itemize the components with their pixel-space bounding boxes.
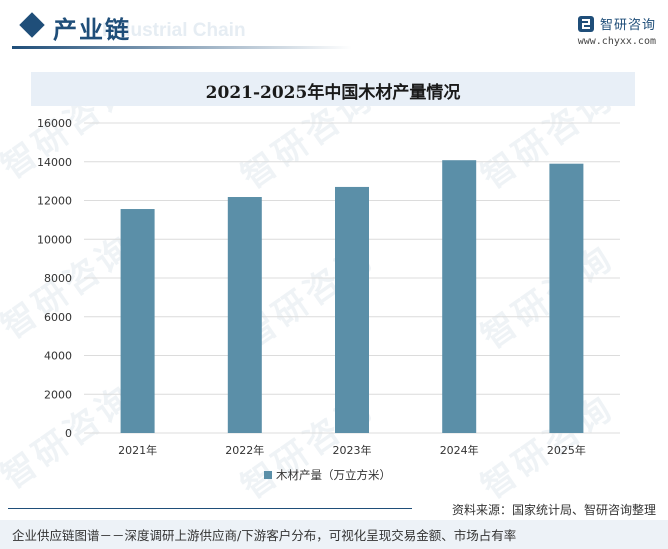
footer: 企业供应链图谱－－深度调研上游供应商/下游客户分布，可视化呈现交易金额、市场占有… bbox=[0, 520, 668, 549]
y-tick-label: 12000 bbox=[37, 195, 72, 208]
legend-label: 木材产量（万立方米） bbox=[276, 468, 391, 482]
x-tick-label: 2024年 bbox=[440, 443, 479, 457]
y-tick-label: 14000 bbox=[37, 156, 72, 169]
chart-title-band: 2021-2025年中国木材产量情况 bbox=[31, 72, 635, 106]
section-title: 产业链 bbox=[53, 16, 131, 44]
y-tick-label: 8000 bbox=[44, 272, 72, 285]
y-tick-label: 6000 bbox=[44, 311, 72, 324]
x-tick-label: 2021年 bbox=[118, 443, 157, 457]
chart-title: 2021-2025年中国木材产量情况 bbox=[205, 83, 461, 103]
y-tick-label: 4000 bbox=[44, 350, 72, 363]
x-axis-ticks: 2021年 2022年 2023年 2024年 2025年 bbox=[118, 443, 586, 457]
header-watermark: Industrial Chain bbox=[102, 20, 246, 41]
y-tick-label: 2000 bbox=[44, 388, 72, 401]
bar bbox=[227, 197, 262, 433]
brand-name: 智研咨询 bbox=[599, 18, 656, 33]
y-axis-ticks: 0 2000 4000 6000 8000 10000 12000 14000 16000 bbox=[37, 117, 72, 440]
brand-url: www.chyxx.com bbox=[577, 36, 656, 47]
source-note: 资料来源：国家统计局、智研咨询整理 bbox=[451, 503, 656, 517]
bar bbox=[120, 209, 155, 433]
y-tick-label: 10000 bbox=[37, 233, 72, 246]
legend-swatch bbox=[264, 471, 272, 479]
bar bbox=[549, 163, 584, 433]
x-tick-label: 2022年 bbox=[225, 443, 264, 457]
bar bbox=[442, 160, 477, 433]
legend: 木材产量（万立方米） bbox=[264, 468, 391, 482]
brand: 智研咨询 www.chyxx.com bbox=[577, 14, 656, 47]
source-divider bbox=[8, 508, 412, 509]
bars bbox=[120, 160, 584, 433]
y-tick-label: 16000 bbox=[37, 117, 72, 130]
header-divider bbox=[12, 46, 352, 49]
footer-tagline: 企业供应链图谱－－深度调研上游供应商/下游客户分布，可视化呈现交易金额、市场占有… bbox=[12, 528, 517, 543]
y-tick-label: 0 bbox=[65, 427, 72, 440]
brand-logo-icon bbox=[577, 15, 594, 32]
header: Industrial Chain 产业链 智研咨询 www.chyxx.com bbox=[0, 0, 668, 62]
x-tick-label: 2023年 bbox=[333, 443, 372, 457]
x-tick-label: 2025年 bbox=[547, 443, 586, 457]
bar bbox=[335, 186, 369, 433]
